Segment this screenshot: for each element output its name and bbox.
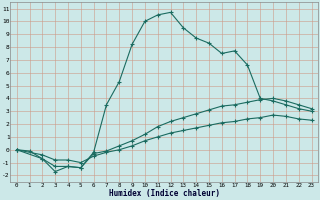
X-axis label: Humidex (Indice chaleur): Humidex (Indice chaleur) <box>108 189 220 198</box>
